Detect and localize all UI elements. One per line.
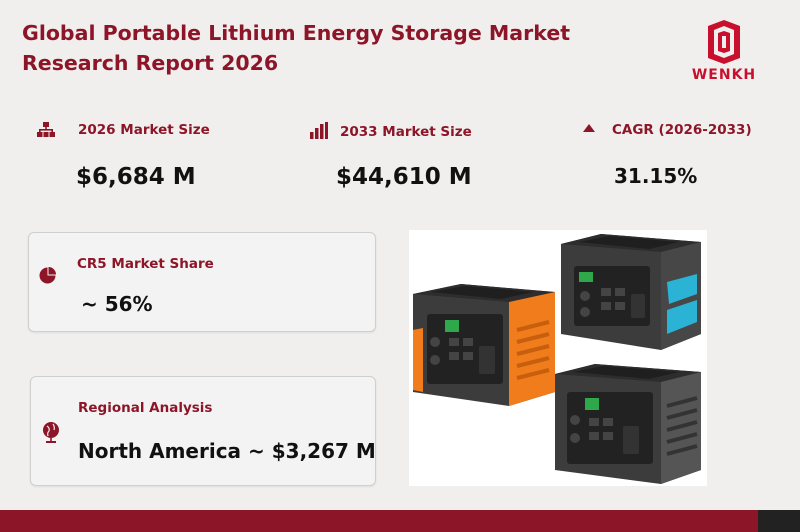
power-station-grey <box>555 364 701 484</box>
card-value: ~ 56% <box>81 292 153 316</box>
report-title: Global Portable Lithium Energy Storage M… <box>22 18 622 78</box>
stat-value: $6,684 M <box>76 164 196 190</box>
card-label: CR5 Market Share <box>77 256 214 272</box>
power-stations-illustration <box>413 234 701 484</box>
globe-icon <box>43 422 59 443</box>
regional-analysis-card: Regional Analysis North America ~ $3,267… <box>30 376 376 486</box>
footer-bar <box>0 510 758 532</box>
power-station-cyan <box>561 234 701 350</box>
card-value: North America ~ $3,267 M <box>78 439 376 463</box>
card-label: Regional Analysis <box>78 400 213 416</box>
stat-label: CAGR (2026-2033) <box>612 122 752 138</box>
stat-label: 2033 Market Size <box>340 124 472 140</box>
logo-text: WENKH <box>691 67 757 83</box>
pie-chart-icon <box>39 267 56 284</box>
bar-chart-icon <box>310 122 328 139</box>
triangle-up-icon <box>583 124 595 132</box>
cr5-market-share-card: CR5 Market Share ~ 56% <box>28 232 376 332</box>
stat-label: 2026 Market Size <box>78 122 210 138</box>
report-title-line-2: Research Report 2026 <box>22 51 279 75</box>
product-image <box>409 230 707 486</box>
footer-bar-corner <box>758 510 800 532</box>
report-title-line-1: Global Portable Lithium Energy Storage M… <box>22 21 571 45</box>
stat-value: $44,610 M <box>336 164 472 190</box>
stat-value: 31.15% <box>614 164 698 188</box>
wenkh-logo-icon <box>708 20 740 64</box>
org-chart-icon <box>37 122 55 137</box>
power-station-orange <box>413 284 555 406</box>
wenkh-logo: WENKH <box>682 18 766 88</box>
